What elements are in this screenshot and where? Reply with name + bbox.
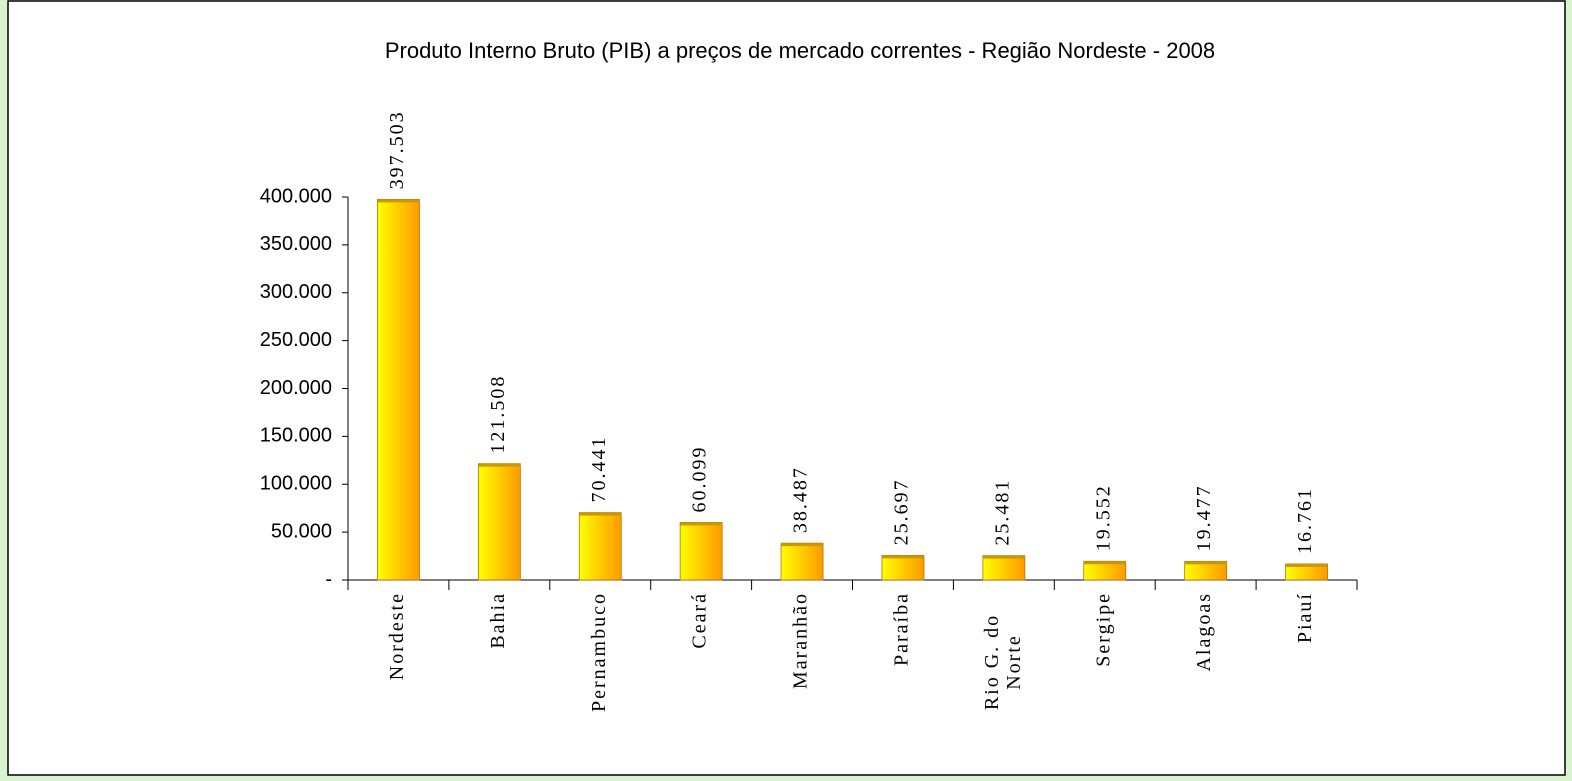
bar-top: [579, 512, 622, 516]
data-label: 19.552: [1092, 484, 1114, 551]
chart-frame: [7, 0, 1566, 776]
bar: [578, 512, 622, 581]
y-tick-label: 250.000: [260, 329, 332, 351]
bar-top: [781, 543, 824, 547]
bar-top: [680, 522, 723, 526]
bar-top: [881, 555, 924, 559]
x-tick-label: Ceará: [689, 592, 711, 649]
bar: [881, 554, 925, 581]
x-tick-label-line: Norte: [1002, 634, 1024, 690]
x-tick-label: Piauí: [1294, 592, 1316, 643]
y-tick-label: 200.000: [260, 377, 332, 399]
bar: [982, 555, 1026, 581]
bar-top: [1184, 561, 1227, 565]
bar: [377, 198, 420, 581]
x-tick-label: Paraíba: [891, 592, 913, 666]
data-label: 25.697: [891, 478, 913, 545]
x-tick-label: Rio G. doNorte: [980, 614, 1024, 710]
y-tick-label: 400.000: [260, 185, 332, 207]
bar-top: [377, 199, 420, 203]
y-tick-label: 150.000: [260, 425, 332, 447]
x-tick-label: Sergipe: [1092, 592, 1114, 667]
y-tick-label: 300.000: [260, 281, 332, 303]
bar: [679, 522, 723, 581]
bar: [780, 542, 824, 581]
bar: [477, 463, 521, 581]
bar-top: [1083, 561, 1126, 565]
y-tick-label: 100.000: [260, 473, 332, 495]
x-tick-label: Maranhão: [790, 592, 812, 689]
x-tick-label: Bahia: [487, 592, 509, 649]
data-label: 25.481: [991, 479, 1013, 546]
data-label: 121.508: [487, 375, 509, 454]
bar-top: [982, 555, 1025, 559]
bar-top: [478, 463, 521, 467]
x-tick-label: Nordeste: [386, 592, 408, 680]
data-label: 16.761: [1294, 487, 1316, 554]
chart-title: Produto Interno Bruto (PIB) a preços de …: [385, 38, 1215, 63]
data-label: 19.477: [1193, 484, 1215, 551]
x-tick-label-line: Rio G. do: [980, 614, 1002, 710]
x-tick-label: Alagoas: [1193, 592, 1215, 672]
y-tick-label: 350.000: [260, 233, 332, 255]
y-tick-label: 50.000: [271, 520, 332, 542]
data-label: 70.441: [588, 436, 610, 503]
data-label: 60.099: [689, 445, 711, 512]
x-tick-label: Pernambuco: [588, 592, 610, 712]
y-tick-label: -: [325, 568, 332, 590]
bar-top: [1285, 563, 1328, 567]
data-label: 38.487: [790, 466, 812, 533]
data-label: 397.503: [386, 110, 408, 189]
